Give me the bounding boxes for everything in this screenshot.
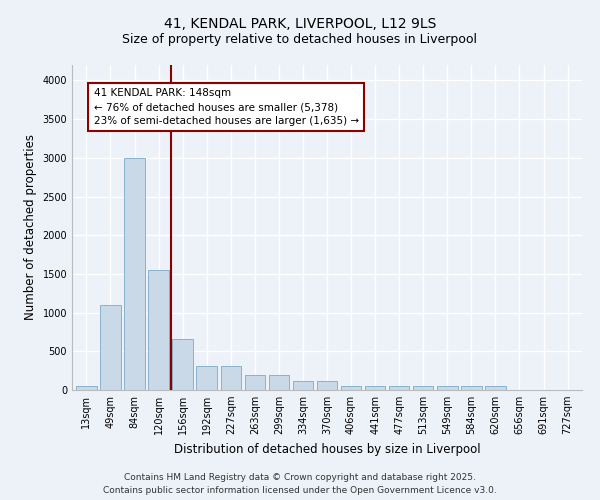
Bar — [389, 386, 409, 390]
Bar — [221, 366, 241, 390]
Text: 41 KENDAL PARK: 148sqm
← 76% of detached houses are smaller (5,378)
23% of semi-: 41 KENDAL PARK: 148sqm ← 76% of detached… — [94, 88, 359, 126]
Bar — [365, 386, 385, 390]
Text: 41, KENDAL PARK, LIVERPOOL, L12 9LS: 41, KENDAL PARK, LIVERPOOL, L12 9LS — [164, 18, 436, 32]
Bar — [485, 386, 506, 390]
Bar — [76, 386, 97, 390]
Y-axis label: Number of detached properties: Number of detached properties — [24, 134, 37, 320]
Bar — [341, 386, 361, 390]
Bar — [269, 376, 289, 390]
Bar — [317, 382, 337, 390]
Bar — [100, 305, 121, 390]
X-axis label: Distribution of detached houses by size in Liverpool: Distribution of detached houses by size … — [173, 442, 481, 456]
Text: Size of property relative to detached houses in Liverpool: Size of property relative to detached ho… — [122, 32, 478, 46]
Bar — [245, 376, 265, 390]
Bar — [293, 382, 313, 390]
Bar — [413, 386, 433, 390]
Text: Contains HM Land Registry data © Crown copyright and database right 2025.
Contai: Contains HM Land Registry data © Crown c… — [103, 473, 497, 495]
Bar — [124, 158, 145, 390]
Bar — [461, 386, 482, 390]
Bar — [148, 270, 169, 390]
Bar — [437, 386, 458, 390]
Bar — [172, 339, 193, 390]
Bar — [196, 366, 217, 390]
